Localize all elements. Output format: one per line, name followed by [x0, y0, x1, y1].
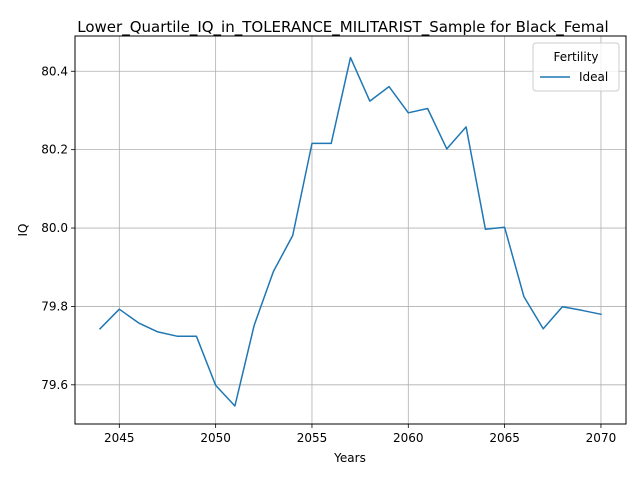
legend: Fertility Ideal: [532, 42, 620, 92]
y-tick-label: 80.2: [41, 143, 68, 157]
plot-frame: [74, 35, 627, 425]
x-axis: 2045 2050 2055 2060 2065 2070: [104, 424, 616, 445]
chart-title: Lower_Quartile_IQ_in_TOLERANCE_MILITARIS…: [77, 18, 608, 37]
legend-box: [532, 42, 620, 92]
x-tick-label: 2065: [489, 431, 520, 445]
series-line-ideal: [98, 56, 602, 407]
y-tick-label: 79.8: [41, 299, 68, 313]
legend-title: Fertility: [553, 50, 598, 64]
y-tick-label: 79.6: [41, 378, 68, 392]
y-tick-label: 80.0: [41, 221, 68, 235]
x-tick-label: 2045: [104, 431, 135, 445]
legend-label-ideal: Ideal: [579, 70, 608, 84]
x-tick-label: 2060: [393, 431, 424, 445]
y-tick-label: 80.4: [41, 64, 68, 78]
y-axis: 79.6 79.8 80.0 80.2 80.4: [41, 64, 75, 392]
x-tick-label: 2055: [297, 431, 328, 445]
x-axis-label: Years: [333, 451, 366, 465]
x-tick-label: 2050: [200, 431, 231, 445]
series-layer: [98, 56, 602, 407]
y-axis-label: IQ: [16, 224, 30, 237]
x-tick-label: 2070: [586, 431, 617, 445]
